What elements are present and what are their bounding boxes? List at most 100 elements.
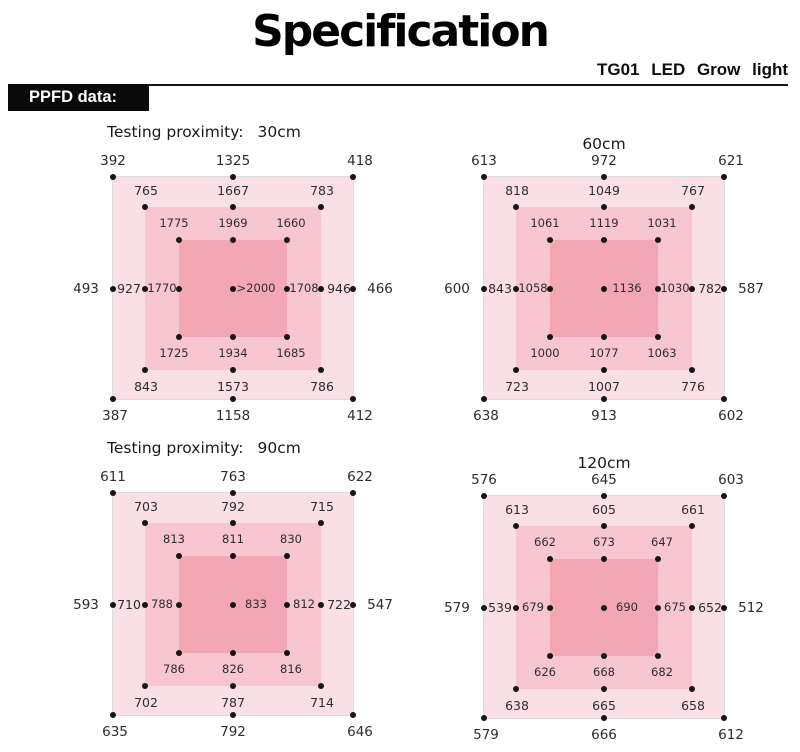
ppfd-value: 1667 [217, 183, 249, 198]
measurement-dot [142, 683, 148, 689]
ppfd-value: 1030 [660, 281, 690, 295]
ppfd-value: 776 [681, 379, 705, 394]
measurement-dot [601, 493, 607, 499]
ppfd-value: 1058 [518, 281, 548, 295]
ppfd-value: 1325 [215, 153, 251, 169]
measurement-dot [230, 174, 236, 180]
ppfd-value: 786 [310, 379, 334, 394]
measurement-dot [601, 686, 607, 692]
ppfd-value: 702 [134, 695, 158, 710]
ppfd-value: 611 [100, 469, 126, 485]
ppfd-value: 626 [534, 665, 556, 679]
ppfd-value: 613 [505, 502, 529, 517]
measurement-dot [284, 237, 290, 243]
measurement-dot [350, 602, 356, 608]
measurement-dot [513, 523, 519, 529]
ppfd-value: 765 [134, 183, 158, 198]
measurement-dot [481, 396, 487, 402]
ppfd-value: 792 [220, 724, 246, 740]
ppfd-value: 576 [471, 472, 497, 488]
ppfd-value: 783 [310, 183, 334, 198]
measurement-dot [481, 174, 487, 180]
measurement-dot [601, 653, 607, 659]
ppfd-value: 602 [718, 408, 744, 424]
ppfd-value: 788 [151, 597, 173, 611]
measurement-dot [601, 715, 607, 721]
measurement-dot [655, 334, 661, 340]
measurement-dot [655, 286, 661, 292]
measurement-dot [110, 602, 116, 608]
ppfd-value: 1000 [530, 346, 560, 360]
ppfd-value: 635 [102, 724, 128, 740]
measurement-dot [142, 602, 148, 608]
ppfd-value: 833 [245, 597, 267, 611]
ppfd-value: 622 [347, 469, 373, 485]
ppfd-value: 603 [718, 472, 744, 488]
measurement-dot [176, 334, 182, 340]
measurement-dot [601, 204, 607, 210]
ppfd-value: 812 [293, 597, 315, 611]
measurement-dot [655, 237, 661, 243]
ppfd-value: 412 [347, 408, 373, 424]
ppfd-value: 1158 [215, 408, 251, 424]
measurement-dot [513, 605, 519, 611]
ppfd-value: 587 [738, 281, 764, 297]
measurement-dot [230, 650, 236, 656]
measurement-dot [318, 602, 324, 608]
ppfd-value: 493 [73, 281, 99, 297]
measurement-dot [547, 653, 553, 659]
ppfd-value: 1049 [588, 183, 620, 198]
measurement-dot [655, 605, 661, 611]
measurement-dot [601, 367, 607, 373]
ppfd-value: 613 [471, 153, 497, 169]
measurement-dot [230, 396, 236, 402]
ppfd-value: 647 [651, 535, 673, 549]
measurement-dot [176, 237, 182, 243]
ppfd-value: 972 [591, 153, 617, 169]
ppfd-value: 547 [367, 597, 393, 613]
measurement-dot [110, 396, 116, 402]
ppfd-value: 763 [220, 469, 246, 485]
ppfd-value: 1007 [588, 379, 620, 394]
ppfd-value: 539 [488, 600, 512, 615]
measurement-dot [513, 286, 519, 292]
ppfd-value: 723 [505, 379, 529, 394]
ppfd-map-60cm: 60cm 613 972 621 818 1049 767 1061 1119 1031 600 84… [444, 135, 764, 424]
ppfd-value: 621 [718, 153, 744, 169]
ppfd-value: 418 [347, 153, 373, 169]
measurement-dot [230, 602, 236, 608]
measurement-dot [142, 204, 148, 210]
ppfd-value: 818 [505, 183, 529, 198]
measurement-dot [721, 396, 727, 402]
ppfd-value: 843 [134, 379, 158, 394]
measurement-dot [142, 520, 148, 526]
measurement-dot [547, 286, 553, 292]
measurement-dot [110, 286, 116, 292]
measurement-dot [601, 523, 607, 529]
measurement-dot [547, 605, 553, 611]
measurement-dot [601, 396, 607, 402]
measurement-dot [655, 556, 661, 562]
ppfd-value: 946 [327, 281, 351, 296]
measurement-dot [110, 490, 116, 496]
measurement-dot [318, 204, 324, 210]
ppfd-value: 600 [444, 281, 470, 297]
diagram-title: 120cm [577, 454, 631, 472]
measurement-dot [284, 553, 290, 559]
measurement-dot [547, 556, 553, 562]
diagram-title-value: 30cm [257, 123, 301, 141]
ppfd-value: 813 [163, 532, 185, 546]
ppfd-value: 392 [100, 153, 126, 169]
ppfd-value: 387 [102, 408, 128, 424]
measurement-dot [230, 490, 236, 496]
measurement-dot [350, 712, 356, 718]
ppfd-value: 652 [698, 600, 722, 615]
measurement-dot [721, 174, 727, 180]
measurement-dot [547, 237, 553, 243]
ppfd-value: 767 [681, 183, 705, 198]
ppfd-value: 1725 [159, 346, 189, 360]
measurement-dot [601, 334, 607, 340]
header-divider [8, 84, 788, 86]
measurement-dot [689, 286, 695, 292]
